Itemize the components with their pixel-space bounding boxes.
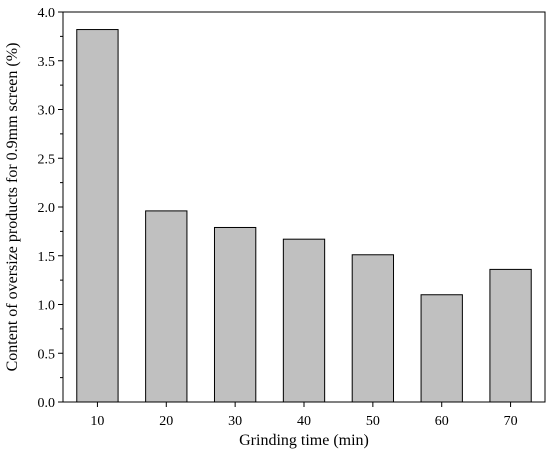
y-tick-label-4.0: 4.0 [38,6,56,21]
plot-frame [62,11,546,403]
x-tick-label-40: 40 [297,414,311,429]
bars-group [76,29,532,403]
bar-70 [489,268,532,403]
x-tick-label-30: 30 [228,414,242,429]
y-tick-label-0.0: 0.0 [38,396,56,411]
bar-10 [76,29,119,403]
y-tick-label-2.0: 2.0 [38,201,56,216]
bar-50 [351,254,395,403]
x-axis-title: Grinding time (min) [239,432,369,449]
bar-30 [213,226,257,403]
x-tick-label-10: 10 [90,414,104,429]
y-tick-label-1.5: 1.5 [38,250,56,265]
tick-labels-group: 10 20 30 40 50 60 70 0.0 0.5 1.0 1.5 2.0 2.5 3.0 3.5 4.… [38,6,518,429]
x-tick-label-20: 20 [159,414,173,429]
y-tick-label-3.0: 3.0 [38,104,56,119]
bar-40 [282,238,326,403]
y-axis-title: Content of oversize products for 0.9mm s… [4,43,21,372]
y-tick-label-0.5: 0.5 [38,347,56,362]
bar-60 [420,294,463,403]
bar-20 [145,210,188,403]
x-tick-label-60: 60 [435,414,449,429]
y-tick-label-3.5: 3.5 [38,55,56,70]
x-tick-label-70: 70 [504,414,518,429]
y-tick-label-1.0: 1.0 [38,299,56,314]
x-tick-label-50: 50 [366,414,380,429]
y-tick-label-2.5: 2.5 [38,152,56,167]
